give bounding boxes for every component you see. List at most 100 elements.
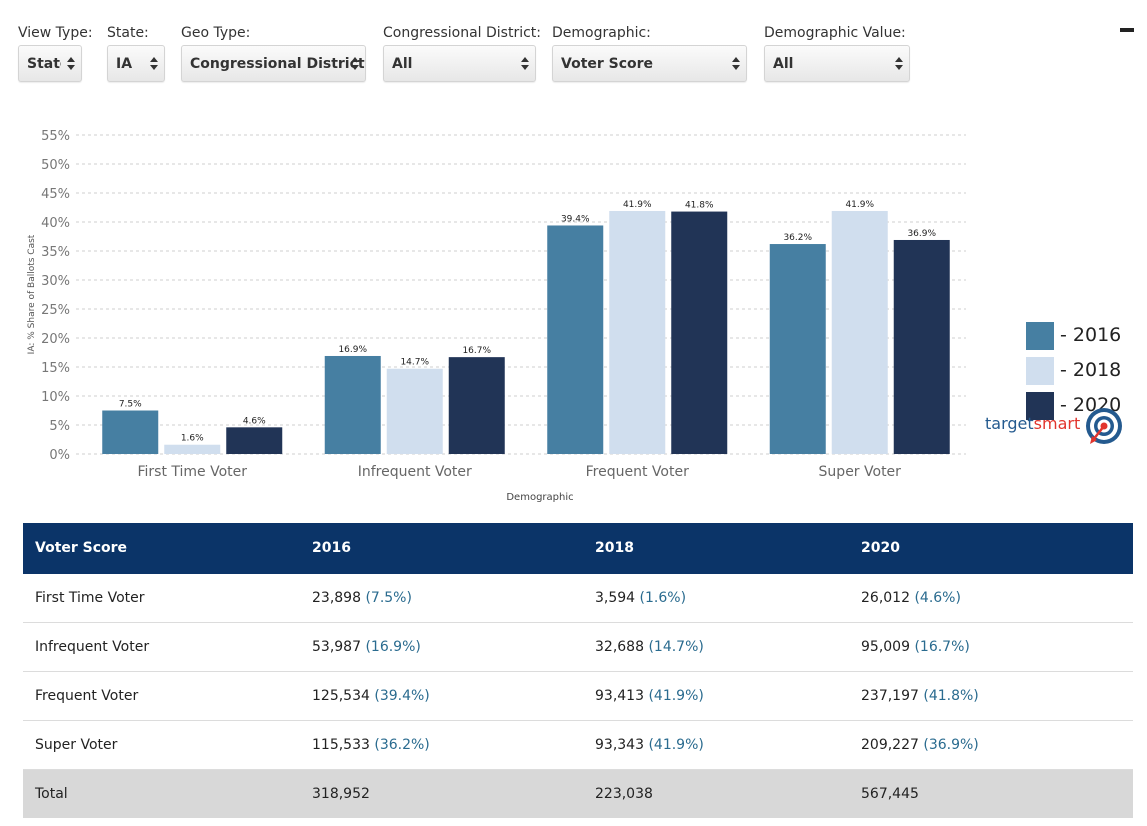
table-row: Infrequent Voter 53,987 (16.9%) 32,688 (… (23, 622, 1133, 672)
table-cell: 237,197 (41.8%) (849, 671, 1133, 721)
district-value: All (392, 56, 413, 72)
collapse-minus-icon[interactable] (1120, 28, 1134, 32)
percent-value: (1.6%) (639, 589, 687, 606)
data-label: 7.5% (119, 400, 142, 410)
geo-type-select[interactable]: Congressional District (181, 45, 366, 82)
y-tick-label: 30% (41, 274, 70, 289)
legend-label-2016: - 2016 (1060, 324, 1122, 346)
percent-value: (16.7%) (914, 638, 970, 655)
data-label: 36.9% (907, 229, 936, 239)
total-label: Total (23, 769, 300, 818)
percent-value: (36.2%) (374, 736, 430, 753)
column-header[interactable]: 2016 (300, 523, 583, 574)
y-tick-label: 15% (41, 361, 70, 376)
targetsmart-logo: targetsmart (985, 405, 1125, 447)
percent-value: (16.9%) (365, 638, 421, 655)
demographic-filter: Demographic: Voter Score (552, 24, 747, 82)
column-header[interactable]: Voter Score (23, 523, 300, 574)
data-label: 36.2% (783, 233, 812, 243)
total-cell: 223,038 (583, 769, 849, 818)
row-label: Frequent Voter (23, 671, 300, 721)
filter-bar: View Type: State State: IA Geo Type: Con… (0, 0, 1147, 100)
demographic-label: Demographic: (552, 25, 651, 41)
y-tick-label: 20% (41, 332, 70, 347)
table-row: Frequent Voter 125,534 (39.4%) 93,413 (4… (23, 671, 1133, 721)
target-bullseye-icon (1086, 408, 1122, 444)
view-type-select[interactable]: State (18, 45, 82, 82)
state-value: IA (116, 56, 133, 72)
state-select[interactable]: IA (107, 45, 165, 82)
bar-2016 (547, 225, 604, 454)
y-tick-label: 55% (41, 129, 70, 144)
table-cell: 125,534 (39.4%) (300, 671, 583, 721)
total-cell: 318,952 (300, 769, 583, 818)
percent-value: (7.5%) (365, 589, 412, 606)
x-tick-label: Frequent Voter (586, 464, 689, 480)
percent-value: (36.9%) (923, 736, 979, 753)
updown-arrow-icon (732, 56, 740, 72)
y-tick-label: 5% (49, 419, 70, 434)
table-total-row: Total 318,952 223,038 567,445 (23, 769, 1133, 818)
state-label: State: (107, 25, 149, 41)
percent-value: (41.9%) (648, 736, 704, 753)
percent-value: (41.8%) (923, 687, 979, 704)
chart-area: 0% 5% 10% 15% 20% 25% 30% 35% 40% 45% 50% 55% IA: % … (0, 100, 1147, 515)
demographic-value-select[interactable]: All (764, 45, 910, 82)
bar-2016 (102, 410, 159, 454)
view-type-label: View Type: (18, 25, 93, 41)
row-label: Infrequent Voter (23, 622, 300, 672)
updown-arrow-icon (351, 56, 359, 72)
data-label: 16.9% (338, 345, 367, 355)
state-filter: State: IA (107, 24, 165, 82)
count-value: 95,009 (861, 638, 910, 655)
row-label: First Time Voter (23, 573, 300, 623)
y-tick-label: 10% (41, 390, 70, 405)
count-value: 93,413 (595, 687, 644, 704)
table-cell: 93,413 (41.9%) (583, 671, 849, 721)
updown-arrow-icon (895, 56, 903, 72)
data-label: 16.7% (462, 346, 491, 356)
geo-type-label: Geo Type: (181, 25, 251, 41)
count-value: 209,227 (861, 736, 919, 753)
data-label: 4.6% (243, 416, 266, 426)
bar-2016 (324, 355, 381, 454)
data-label: 39.4% (561, 214, 590, 224)
table-cell: 209,227 (36.9%) (849, 720, 1133, 770)
data-label: 41.9% (845, 200, 874, 210)
y-tick-label: 45% (41, 187, 70, 202)
y-tick-label: 35% (41, 245, 70, 260)
column-header[interactable]: 2018 (583, 523, 849, 574)
x-tick-label: Super Voter (819, 464, 902, 480)
percent-value: (4.6%) (914, 589, 961, 606)
updown-arrow-icon (67, 56, 75, 72)
column-header[interactable]: 2020 (849, 523, 1133, 574)
demographic-value: Voter Score (561, 56, 654, 72)
bar-2020 (671, 211, 728, 454)
data-label: 41.8% (685, 201, 714, 211)
y-tick-label: 0% (49, 448, 70, 463)
y-tick-label: 50% (41, 158, 70, 173)
total-cell: 567,445 (849, 769, 1133, 818)
bar-2020 (448, 357, 505, 454)
table-cell: 3,594 (1.6%) (583, 573, 849, 623)
view-type-filter: View Type: State (18, 24, 93, 82)
data-label: 14.7% (400, 358, 429, 368)
district-filter: Congressional District: All (383, 24, 541, 82)
district-select[interactable]: All (383, 45, 536, 82)
logo-text-target: target (985, 414, 1034, 433)
bar-2020 (893, 239, 950, 454)
legend-swatch-2016 (1026, 322, 1054, 350)
updown-arrow-icon (150, 56, 158, 72)
demographic-select[interactable]: Voter Score (552, 45, 747, 82)
updown-arrow-icon (521, 56, 529, 72)
table-cell: 93,343 (41.9%) (583, 720, 849, 770)
table-cell: 32,688 (14.7%) (583, 622, 849, 672)
demographic-value-filter: Demographic Value: All (764, 24, 910, 82)
count-value: 32,688 (595, 638, 644, 655)
percent-value: (41.9%) (648, 687, 704, 704)
legend-label-2018: - 2018 (1060, 359, 1122, 381)
table-cell: 23,898 (7.5%) (300, 573, 583, 623)
row-label: Super Voter (23, 720, 300, 770)
bar-2020 (226, 427, 283, 454)
legend-swatch-2018 (1026, 357, 1054, 385)
